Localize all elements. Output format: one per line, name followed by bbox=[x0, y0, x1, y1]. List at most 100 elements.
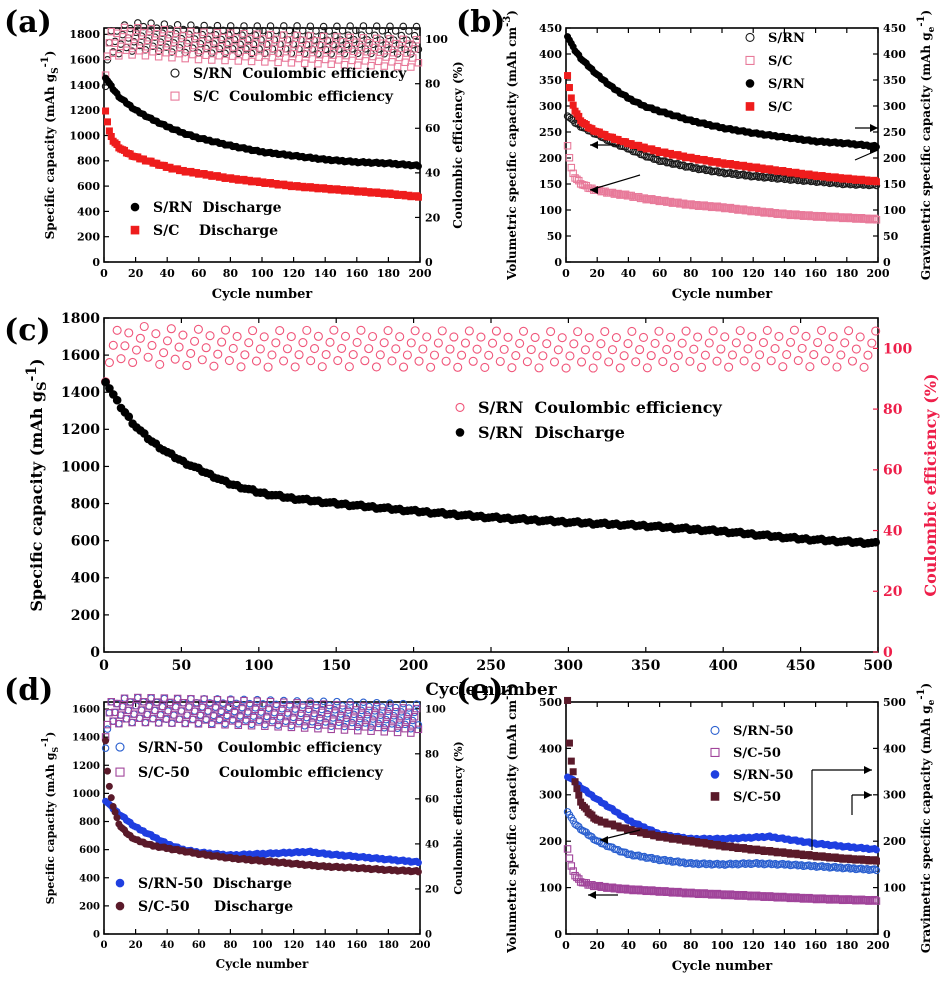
data-point bbox=[464, 326, 474, 336]
data-point bbox=[266, 22, 275, 30]
data-point bbox=[378, 39, 387, 47]
data-point bbox=[116, 354, 126, 364]
data-point bbox=[353, 723, 362, 731]
data-point bbox=[221, 49, 229, 58]
data-point bbox=[174, 342, 184, 352]
data-point bbox=[376, 711, 385, 719]
data-point bbox=[230, 708, 239, 717]
y2-tick-label: 0 bbox=[883, 645, 893, 661]
data-point bbox=[801, 331, 811, 341]
data-point bbox=[319, 22, 328, 31]
data-point bbox=[156, 710, 165, 719]
y2-tick-label: 200 bbox=[883, 835, 906, 848]
legend-label: S/RN bbox=[768, 31, 805, 46]
data-point bbox=[580, 345, 590, 355]
legend-label: S/RN Discharge bbox=[478, 423, 625, 442]
y-tick-label: 600 bbox=[79, 845, 100, 856]
data-point bbox=[291, 40, 299, 49]
data-point bbox=[124, 37, 133, 45]
arrow-head bbox=[870, 124, 878, 132]
data-point bbox=[348, 722, 356, 730]
data-point bbox=[426, 362, 436, 372]
data-point bbox=[304, 31, 313, 40]
legend-label: S/RN Coulombic efficiency bbox=[193, 66, 407, 82]
arrow-head bbox=[588, 891, 596, 899]
data-point bbox=[208, 49, 216, 57]
data-point bbox=[128, 47, 136, 55]
legend-marker bbox=[115, 878, 125, 888]
arrow-head bbox=[864, 766, 872, 774]
x-tick-label: 80 bbox=[683, 939, 699, 952]
data-point bbox=[372, 34, 381, 43]
data-point bbox=[696, 362, 707, 372]
data-point bbox=[346, 22, 354, 30]
data-point bbox=[491, 326, 501, 336]
x-tick-label: 40 bbox=[621, 267, 637, 280]
series-1 bbox=[101, 23, 423, 79]
x-tick-label: 40 bbox=[160, 940, 174, 951]
data-point bbox=[187, 27, 195, 36]
x-tick-label: 140 bbox=[773, 267, 796, 280]
x-tick-label: 500 bbox=[863, 658, 892, 674]
data-point bbox=[295, 45, 303, 53]
y2-tick-label: 200 bbox=[883, 152, 906, 165]
data-point bbox=[193, 324, 203, 334]
data-point bbox=[872, 897, 881, 905]
legend-label: S/RN-50 bbox=[733, 724, 793, 739]
data-point bbox=[105, 39, 114, 47]
data-point bbox=[159, 348, 169, 358]
data-point bbox=[851, 344, 861, 354]
data-point bbox=[378, 707, 387, 715]
data-point bbox=[408, 54, 417, 62]
y-tick-label: 0 bbox=[554, 256, 562, 269]
y-tick-label: 500 bbox=[539, 696, 562, 709]
data-point bbox=[312, 27, 320, 35]
y-tick-label: 100 bbox=[539, 881, 562, 894]
data-point bbox=[414, 868, 422, 876]
data-point bbox=[375, 350, 385, 360]
arrow-head bbox=[590, 141, 598, 149]
series-3 bbox=[564, 72, 880, 186]
data-point bbox=[708, 326, 718, 336]
x-tick-label: 120 bbox=[742, 939, 765, 952]
data-point bbox=[368, 331, 378, 342]
x-tick-label: 200 bbox=[399, 658, 428, 674]
data-point bbox=[487, 338, 498, 348]
data-point bbox=[179, 31, 188, 40]
data-point bbox=[403, 36, 411, 44]
data-point bbox=[689, 344, 699, 354]
data-point bbox=[774, 331, 784, 341]
y-tick-label: 200 bbox=[71, 608, 100, 624]
y-tick-label: 50 bbox=[547, 230, 563, 243]
data-point bbox=[372, 22, 381, 30]
x-tick-label: 80 bbox=[223, 267, 239, 280]
data-point bbox=[401, 724, 409, 733]
data-point bbox=[391, 39, 400, 48]
data-point bbox=[312, 704, 320, 712]
data-point bbox=[107, 27, 116, 36]
data-point bbox=[285, 702, 294, 711]
data-point bbox=[130, 710, 138, 718]
data-point bbox=[309, 343, 320, 354]
data-point bbox=[836, 350, 846, 360]
data-point bbox=[350, 35, 358, 44]
data-point bbox=[739, 859, 748, 867]
data-point bbox=[183, 45, 191, 54]
data-point bbox=[872, 857, 880, 865]
data-point bbox=[398, 362, 409, 372]
x-tick-label: 80 bbox=[223, 940, 237, 951]
data-point bbox=[325, 337, 335, 347]
y2-tick-label: 300 bbox=[883, 100, 906, 113]
data-point bbox=[270, 710, 279, 718]
data-point bbox=[164, 706, 172, 715]
data-point bbox=[280, 31, 288, 39]
data-point bbox=[141, 718, 150, 727]
data-point bbox=[262, 49, 271, 57]
arrow-head bbox=[870, 146, 878, 154]
x-tick-label: 160 bbox=[346, 940, 367, 951]
y-tick-label: 1200 bbox=[72, 761, 100, 772]
data-point bbox=[453, 362, 463, 372]
data-point bbox=[374, 723, 383, 732]
data-point bbox=[397, 31, 406, 40]
data-point bbox=[126, 698, 134, 706]
